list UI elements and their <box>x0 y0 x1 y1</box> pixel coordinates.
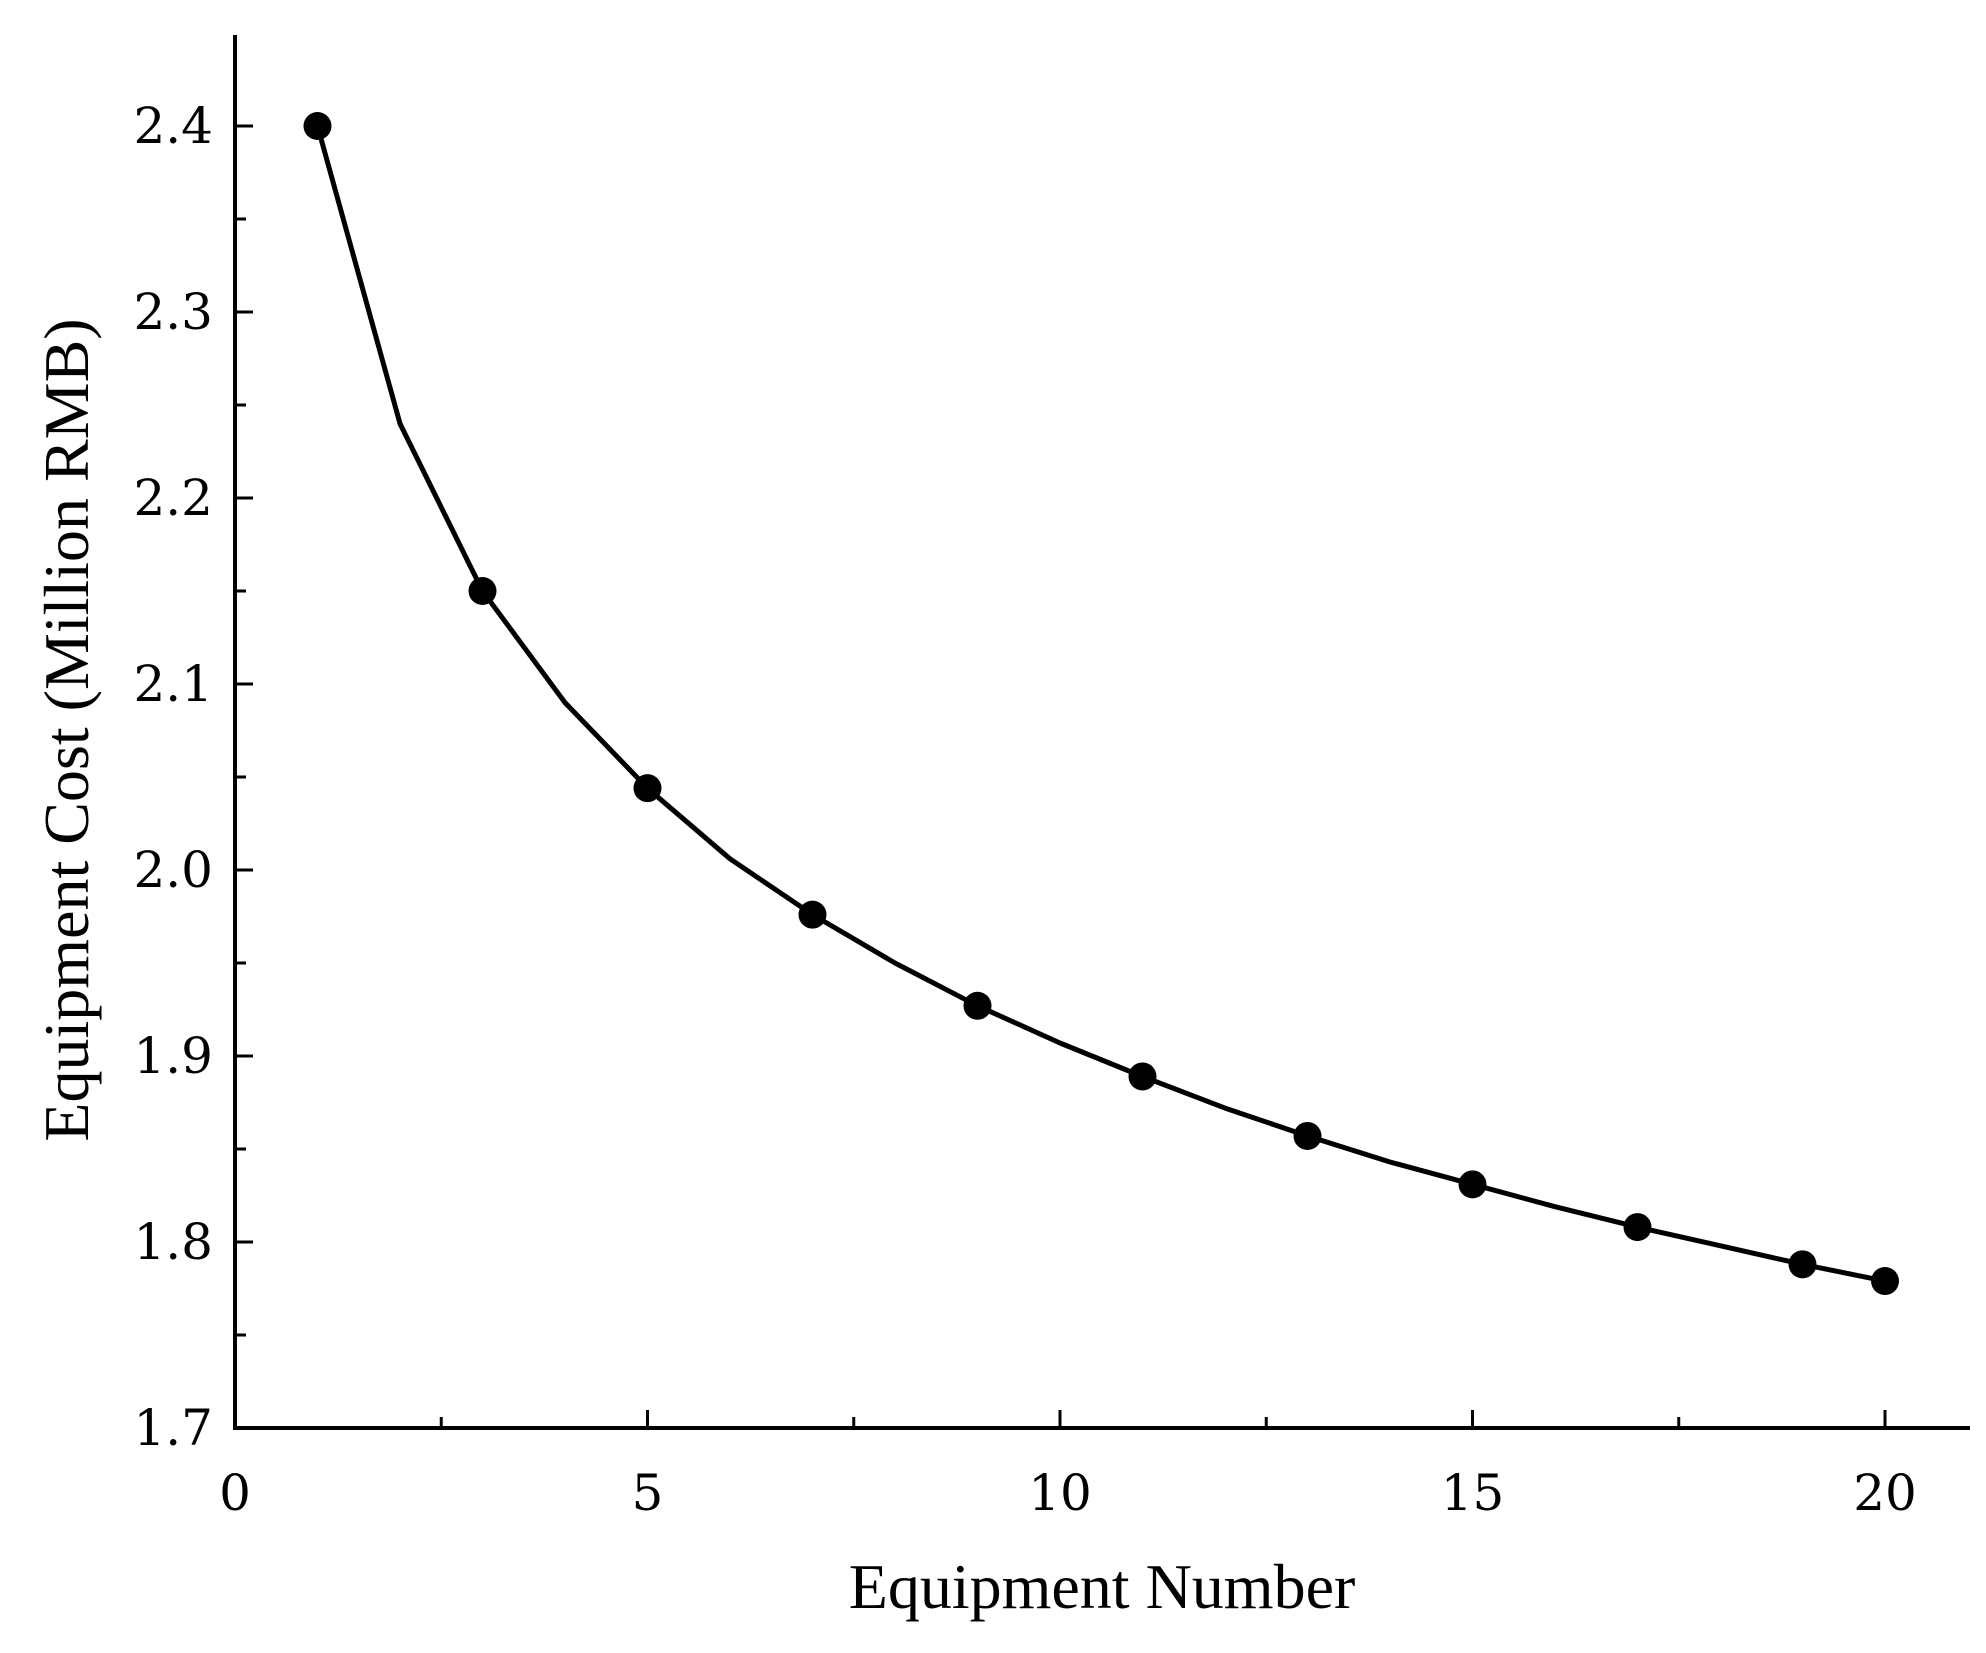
y-tick-label: 2.3 <box>133 283 213 341</box>
plot-area <box>303 112 1899 1296</box>
x-ticks: 0 5 10 15 20 <box>219 1410 1917 1522</box>
y-tick-label: 1.8 <box>133 1213 213 1271</box>
x-tick-label: 0 <box>219 1464 251 1522</box>
data-point <box>1788 1250 1817 1279</box>
x-tick-label: 20 <box>1853 1464 1917 1522</box>
data-point <box>1128 1062 1157 1091</box>
y-tick-label: 2.0 <box>133 841 213 899</box>
y-axis-title: Equipment Cost (Million RMB) <box>31 318 102 1141</box>
y-tick-label: 2.4 <box>133 97 213 155</box>
y-tick-label: 1.7 <box>133 1399 213 1457</box>
data-point <box>1293 1121 1322 1150</box>
axes <box>233 35 1970 1430</box>
series-line <box>315 123 1888 1284</box>
data-point <box>468 577 497 605</box>
data-point <box>1623 1213 1652 1242</box>
x-tick-label: 5 <box>632 1464 664 1522</box>
x-tick-label: 15 <box>1441 1464 1505 1522</box>
y-tick-label: 2.2 <box>133 469 213 527</box>
y-tick-label: 1.9 <box>133 1027 213 1085</box>
y-tick-label: 2.1 <box>133 655 213 713</box>
data-point <box>963 991 992 1020</box>
x-axis-title: Equipment Number <box>849 1551 1356 1622</box>
data-point <box>1458 1170 1487 1199</box>
y-ticks: 1.7 1.8 1.9 2.0 2.1 2.2 2.3 2.4 <box>133 97 253 1457</box>
data-point <box>1871 1267 1899 1296</box>
x-tick-label: 10 <box>1028 1464 1092 1522</box>
data-point <box>798 900 827 929</box>
data-point <box>633 774 662 803</box>
data-point <box>303 112 332 140</box>
